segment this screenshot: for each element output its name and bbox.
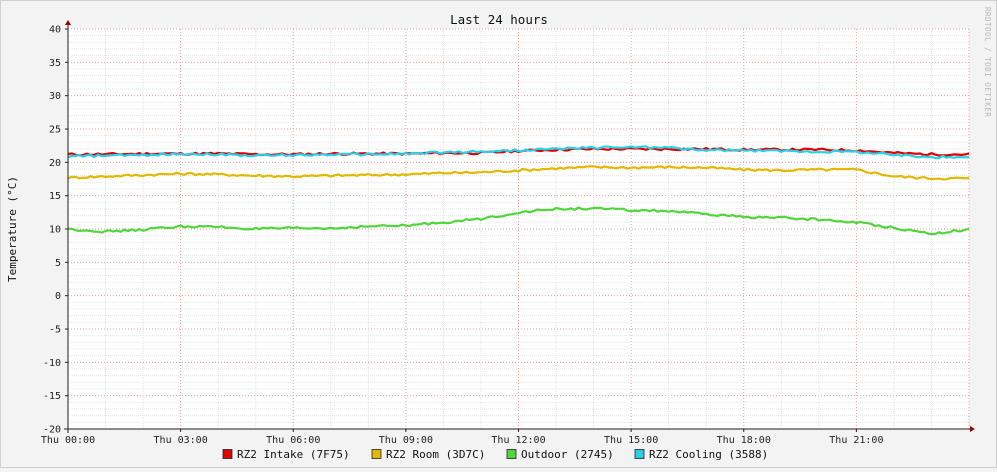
legend-swatch xyxy=(634,449,645,459)
legend-label: RZ2 Intake (7F75) xyxy=(237,448,350,461)
y-tick-label: 10 xyxy=(49,225,61,236)
y-tick-label: 5 xyxy=(55,258,61,269)
y-tick-label: 0 xyxy=(55,291,61,302)
series-layer xyxy=(67,145,970,236)
y-axis-label: Temperature (°C) xyxy=(6,176,19,282)
series-line xyxy=(67,145,970,160)
watermark: RRDTOOL / TOBI OETIKER xyxy=(983,7,992,117)
legend-swatch xyxy=(222,449,233,459)
axes xyxy=(64,20,975,433)
y-tick-label: 15 xyxy=(49,191,61,202)
legend-item: RZ2 Room (3D7C) xyxy=(371,448,485,461)
y-tick-label: 30 xyxy=(49,91,61,102)
legend-label: RZ2 Room (3D7C) xyxy=(386,448,485,461)
grid xyxy=(67,28,970,430)
legend-swatch xyxy=(506,449,517,459)
y-tick-label: -10 xyxy=(43,358,61,369)
legend-item: Outdoor (2745) xyxy=(506,448,614,461)
y-tick-label: -5 xyxy=(49,325,61,336)
legend-item: RZ2 Intake (7F75) xyxy=(222,448,350,461)
legend-label: Outdoor (2745) xyxy=(521,448,614,461)
y-tick-label: 35 xyxy=(49,58,61,69)
legend-item: RZ2 Cooling (3588) xyxy=(634,448,768,461)
x-tick-label: Thu 21:00 xyxy=(829,435,883,446)
x-tick-label: Thu 12:00 xyxy=(491,435,545,446)
y-tick-label: 25 xyxy=(49,125,61,136)
x-axis-arrow xyxy=(970,426,975,432)
series-line xyxy=(67,165,970,181)
y-tick-label: 20 xyxy=(49,158,61,169)
y-tick-label: 40 xyxy=(49,25,61,36)
legend: RZ2 Intake (7F75) RZ2 Room (3D7C) Outdoor … xyxy=(222,448,768,461)
x-tick-label: Thu 18:00 xyxy=(717,435,771,446)
chart-title: Last 24 hours xyxy=(450,12,548,27)
legend-label: RZ2 Cooling (3588) xyxy=(649,448,768,461)
y-tick-label: -15 xyxy=(43,391,61,402)
x-tick-label: Thu 15:00 xyxy=(604,435,658,446)
x-tick-label: Thu 03:00 xyxy=(154,435,208,446)
x-tick-label: Thu 09:00 xyxy=(379,435,433,446)
x-tick-label: Thu 00:00 xyxy=(41,435,95,446)
x-tick-label: Thu 06:00 xyxy=(266,435,320,446)
series-line xyxy=(67,206,970,236)
y-axis-arrow xyxy=(65,20,71,25)
legend-swatch xyxy=(371,449,382,459)
y-tick-label: -20 xyxy=(43,425,61,436)
